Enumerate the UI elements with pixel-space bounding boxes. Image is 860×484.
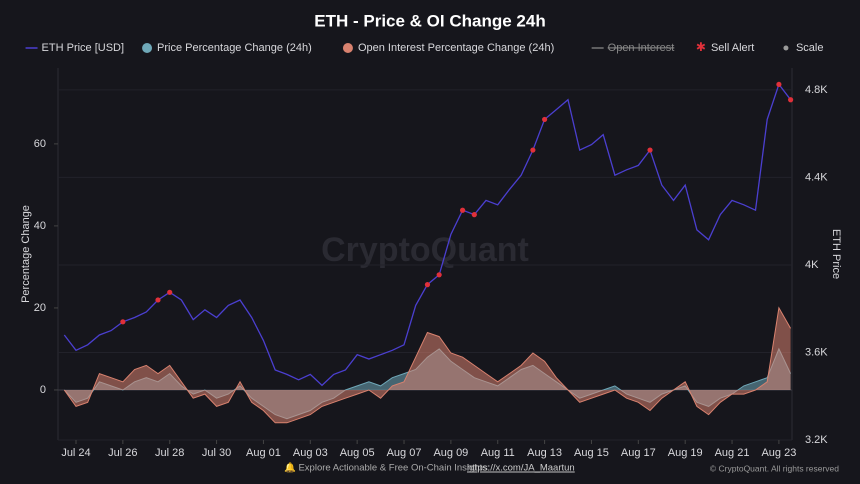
- legend-swatch: ✱: [696, 40, 706, 54]
- y-axis-label: Percentage Change: [20, 205, 32, 303]
- sell-alert: [471, 212, 477, 218]
- x-tick-label: Jul 24: [61, 447, 90, 459]
- x-tick-label: Aug 19: [668, 447, 703, 459]
- x-tick-label: Aug 15: [574, 447, 609, 459]
- sell-alert: [776, 81, 782, 88]
- y2-tick-label: 3.2K: [805, 434, 828, 446]
- x-tick-label: Aug 11: [481, 447, 515, 459]
- y2-tick-label: 4.4K: [805, 171, 828, 183]
- y2-axis-label: ETH Price: [830, 229, 842, 279]
- legend-label: Open Interest Percentage Change (24h): [358, 42, 554, 54]
- footer-text: 🔔 Explore Actionable & Free On-Chain Ins…: [284, 462, 490, 474]
- sell-alert: [167, 289, 173, 295]
- legend-swatch: [342, 43, 353, 53]
- y-tick-label: 0: [40, 384, 46, 396]
- sell-alert: [788, 97, 794, 103]
- footer-link[interactable]: https://x.com/JA_Maartun: [467, 463, 575, 474]
- legend-label: Sell Alert: [711, 42, 754, 54]
- legend-label: Scale: [796, 42, 824, 54]
- legend-label: ETH Price [USD]: [42, 42, 125, 54]
- sell-alert: [647, 147, 653, 153]
- y2-tick-label: 3.6K: [805, 346, 828, 358]
- chart-title: ETH - Price & OI Change 24h: [314, 11, 545, 30]
- x-tick-label: Jul 30: [202, 447, 231, 459]
- watermark: CryptoQuant: [321, 231, 529, 269]
- area-line: [63, 306, 792, 424]
- sell-alert: [120, 319, 126, 325]
- x-tick-label: Aug 17: [621, 447, 656, 459]
- legend-label: Price Percentage Change (24h): [157, 42, 312, 54]
- x-tick-label: Aug 21: [715, 447, 750, 459]
- y-tick-label: 60: [34, 138, 46, 150]
- x-tick-label: Aug 13: [527, 447, 562, 459]
- legend-label: Open Interest: [608, 42, 675, 54]
- y2-tick-label: 4K: [805, 259, 819, 271]
- x-tick-label: Aug 01: [246, 447, 281, 459]
- sell-alert: [459, 207, 466, 213]
- sell-alert: [542, 116, 548, 123]
- legend-swatch: [783, 45, 789, 51]
- sell-alert: [530, 147, 536, 153]
- x-tick-label: Aug 05: [340, 447, 375, 459]
- x-tick-label: Jul 28: [155, 447, 184, 459]
- x-tick-label: Aug 07: [387, 447, 422, 459]
- x-tick-label: Jul 26: [108, 447, 137, 459]
- x-tick-label: Aug 03: [293, 447, 328, 459]
- sell-alert: [436, 272, 442, 278]
- y2-tick-label: 4.8K: [805, 84, 828, 96]
- copyright: © CryptoQuant. All rights reserved: [710, 463, 839, 473]
- sell-alert: [424, 282, 431, 288]
- x-tick-label: Aug 23: [761, 447, 796, 459]
- sell-alert: [155, 297, 161, 303]
- area-fill: [64, 307, 791, 423]
- y-tick-label: 20: [34, 302, 46, 314]
- y-tick-label: 40: [34, 220, 46, 232]
- legend-swatch: [142, 43, 153, 53]
- x-tick-label: Aug 09: [433, 447, 468, 459]
